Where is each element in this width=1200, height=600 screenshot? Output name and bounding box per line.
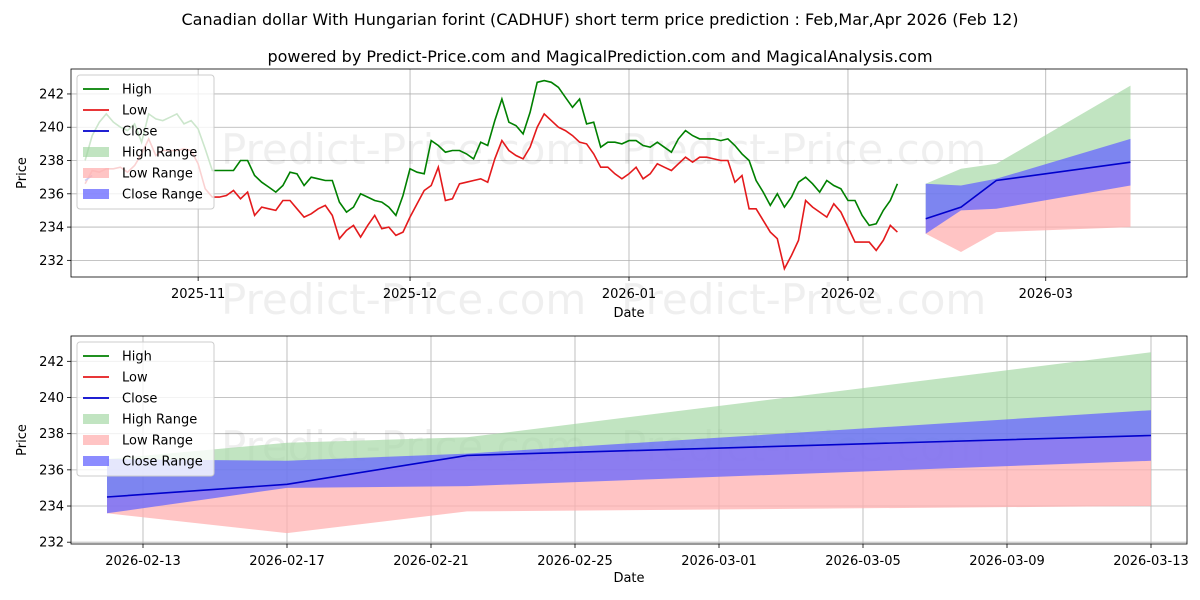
x-tick-label: 2025-12 [383,287,437,302]
x-tick-label: 2026-02-21 [393,554,469,569]
legend-label: Low [122,104,148,119]
low-series-line [84,112,898,271]
legend-label: Low Range [122,434,193,449]
axes-frame [70,335,1188,545]
x-tick-label: 2026-02-17 [249,554,325,569]
x-tick-label: 2026-03-09 [969,554,1045,569]
chart-subtitle: powered by Predict-Price.com and Magical… [267,47,933,66]
legend-label: Close Range [122,188,203,203]
y-tick-label: 234 [39,221,64,236]
legend-label: Close [122,392,157,407]
watermark-text: Predict-Price.com [221,125,586,174]
y-tick-label: 232 [39,254,64,269]
x-tick-label: 2026-01 [602,287,656,302]
y-axis-label: Price [15,157,30,189]
legend-label: High [122,83,152,98]
plot-panel-bottom: Predict-Price.comPredict-Price.com232234… [15,335,1189,586]
watermark-text: Predict-Price.com [221,275,586,324]
legend-box [76,341,215,477]
close-range-band [925,138,1131,234]
watermark-text: Predict-Price.com [621,125,986,174]
x-axis-label: Date [613,571,644,586]
legend-swatch-patch [83,456,109,466]
y-tick-label: 242 [39,87,64,102]
plot-area [106,352,1152,534]
legend-label: Low Range [122,167,193,182]
legend-label: High Range [122,413,197,428]
y-tick-label: 236 [39,463,64,478]
y-tick-label: 240 [39,121,64,136]
y-tick-label: 232 [39,536,64,551]
legend-box [76,74,215,210]
x-tick-label: 2026-02 [821,287,875,302]
legend-swatch-patch [83,168,109,178]
legend-swatch-patch [83,414,109,424]
legend-swatch-patch [83,435,109,445]
close-range-band [107,410,1151,514]
legend-label: Close Range [122,455,203,470]
y-tick-label: 238 [39,154,64,169]
legend-label: Low [122,371,148,386]
high-series-line [84,79,899,227]
y-tick-label: 242 [39,355,64,370]
x-tick-label: 2026-03-13 [1113,554,1189,569]
watermark-text: Predict-Price.com [621,275,986,324]
close-forecast-line [925,161,1131,220]
legend-label: High Range [122,146,197,161]
x-tick-label: 2026-02-13 [105,554,181,569]
legend-swatch-patch [83,147,109,157]
x-tick-label: 2026-03-05 [825,554,901,569]
x-tick-label: 2026-03 [1019,287,1073,302]
legend-label: Close [122,125,157,140]
legend: High Low Close High Range Low Range Close Ran… [76,74,215,210]
chart-title: Canadian dollar With Hungarian forint (C… [181,10,1019,29]
y-tick-label: 240 [39,391,64,406]
x-axis-label: Date [613,306,644,321]
y-axis-label: Price [15,424,30,456]
y-tick-label: 236 [39,187,64,202]
x-tick-label: 2025-11 [171,287,225,302]
x-tick-label: 2026-02-25 [537,554,613,569]
legend-swatch-patch [83,189,109,199]
y-tick-label: 238 [39,427,64,442]
plot-area [84,79,1131,271]
legend-label: High [122,350,152,365]
plot-panel-top: Predict-Price.com Predict-Price.com Predic… [15,68,1188,324]
close-forecast-line [106,434,1152,498]
legend: High Low Close High Range Low Range Close Ran… [76,341,215,477]
y-tick-label: 234 [39,500,64,515]
x-tick-label: 2026-03-01 [681,554,757,569]
